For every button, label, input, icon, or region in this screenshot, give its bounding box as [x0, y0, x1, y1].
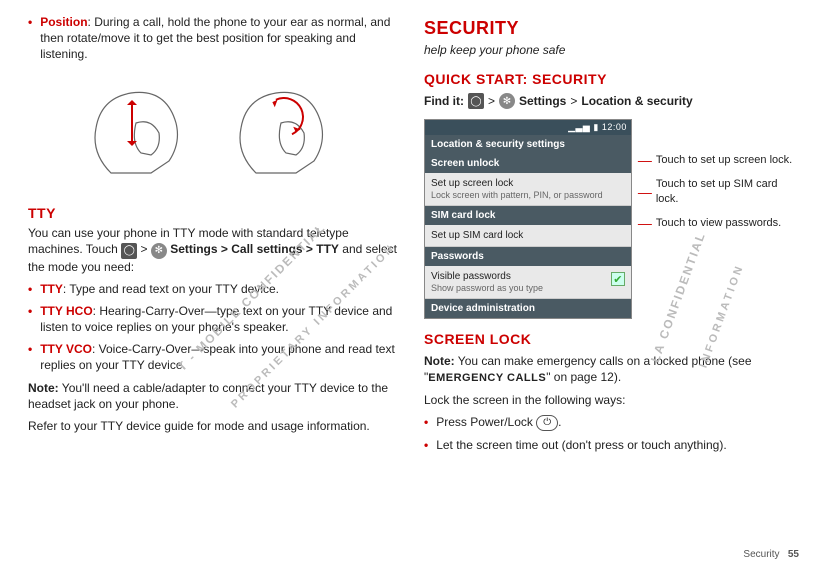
security-subtitle: help keep your phone safe — [424, 43, 794, 57]
move-arrows-icon — [131, 101, 133, 145]
bullet-icon: • — [28, 341, 32, 373]
signal-icon: ▁▃▅ — [568, 122, 590, 132]
battery-icon: ▮ — [593, 122, 598, 132]
callout-screen-lock: —Touch to set up screen lock. — [638, 153, 794, 167]
tty-item-0: • TTY: Type and read text on your TTY de… — [28, 281, 398, 297]
left-column: • Position: During a call, hold the phon… — [28, 14, 398, 459]
quick-start-heading: Quick start: security — [424, 71, 794, 87]
tty-intro: You can use your phone in TTY mode with … — [28, 225, 398, 275]
gear-icon: ✻ — [499, 93, 515, 109]
right-column: Security help keep your phone safe Quick… — [424, 14, 794, 459]
bullet-icon: • — [424, 414, 428, 431]
status-bar: ▁▃▅ ▮ 12:00 — [425, 120, 631, 135]
tty-heading: TTY — [28, 205, 398, 221]
row-screen-lock[interactable]: Set up screen lock Lock screen with patt… — [425, 173, 631, 206]
callout-line-icon: — — [638, 153, 652, 167]
bullet-icon: • — [28, 14, 32, 63]
position-illustration — [68, 73, 358, 193]
gear-icon: ✻ — [151, 243, 167, 259]
hdr-passwords: Passwords — [425, 247, 631, 266]
tty-refer: Refer to your TTY device guide for mode … — [28, 418, 398, 434]
hdr-unlock: Screen unlock — [425, 154, 631, 173]
tty-item-1: • TTY HCO: Hearing-Carry-Over—type text … — [28, 303, 398, 335]
row-visible-passwords[interactable]: Visible passwords Show password as you t… — [425, 266, 631, 299]
find-it-path: Find it: ◯ > ✻ Settings > Location & sec… — [424, 93, 794, 109]
settings-screenshot: ▁▃▅ ▮ 12:00 Location & security settings… — [424, 119, 794, 319]
bullet-icon: • — [28, 281, 32, 297]
position-text: Position: During a call, hold the phone … — [40, 14, 398, 63]
apps-icon: ◯ — [468, 93, 484, 109]
checkbox-icon[interactable]: ✔ — [611, 272, 625, 286]
power-button-icon: ⏻ — [536, 415, 558, 431]
security-heading: Security — [424, 18, 794, 39]
clock: 12:00 — [602, 122, 627, 132]
hdr-location: Location & security settings — [425, 135, 631, 154]
hdr-device-admin: Device administration — [425, 299, 631, 318]
head-left — [81, 83, 201, 183]
tty-item-2: • TTY VCO: Voice-Carry-Over—speak into y… — [28, 341, 398, 373]
callout-sim-lock: —Touch to set up SIM card lock. — [638, 177, 794, 206]
callout-passwords: —Touch to view passwords. — [638, 216, 794, 230]
bullet-icon: • — [424, 437, 428, 453]
head-right — [226, 83, 346, 183]
screen-lock-note: Note: You can make emergency calls on a … — [424, 353, 794, 386]
tty-note: Note: You'll need a cable/adapter to con… — [28, 380, 398, 412]
screen-lock-heading: Screen lock — [424, 331, 794, 347]
row-sim-lock[interactable]: Set up SIM card lock — [425, 225, 631, 247]
position-term: Position — [40, 15, 87, 29]
callout-line-icon: — — [638, 216, 652, 230]
bullet-icon: • — [28, 303, 32, 335]
phone-frame: ▁▃▅ ▮ 12:00 Location & security settings… — [424, 119, 632, 319]
sl-item-1: • Let the screen time out (don't press o… — [424, 437, 794, 453]
position-bullet: • Position: During a call, hold the phon… — [28, 14, 398, 63]
hdr-sim: SIM card lock — [425, 206, 631, 225]
apps-icon: ◯ — [121, 243, 137, 259]
sl-item-0: • Press Power/Lock ⏻. — [424, 414, 794, 431]
screen-lock-intro: Lock the screen in the following ways: — [424, 392, 794, 408]
callout-line-icon: — — [638, 185, 652, 199]
callouts: —Touch to set up screen lock. —Touch to … — [638, 119, 794, 240]
page-footer: Security 55 — [743, 549, 799, 560]
